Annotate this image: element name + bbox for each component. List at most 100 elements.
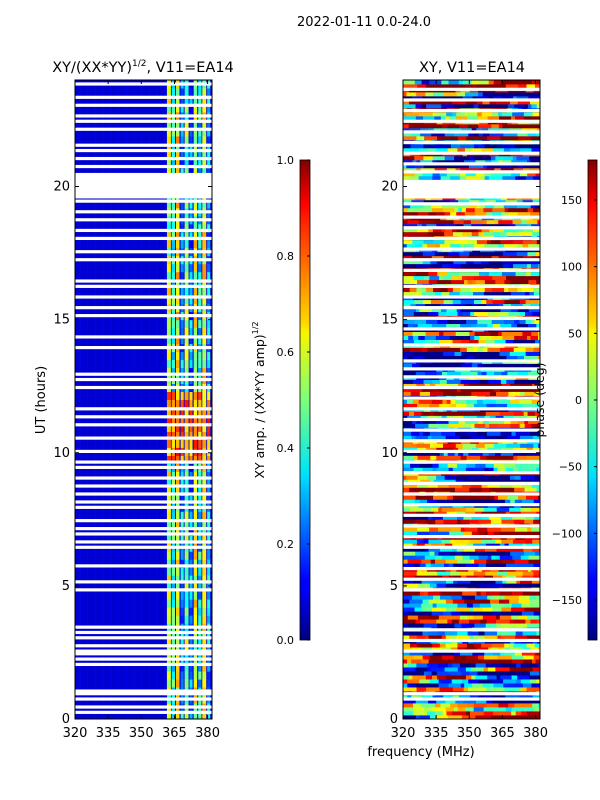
heatmap-cell xyxy=(524,103,529,109)
heatmap-cell xyxy=(534,203,541,209)
heatmap-cell xyxy=(491,715,498,720)
heatmap-cell xyxy=(452,599,458,604)
heatmap-cell xyxy=(516,683,524,688)
heatmap-cell xyxy=(531,80,538,85)
heatmap-cell xyxy=(477,647,489,652)
heatmap-cell xyxy=(202,527,207,536)
heatmap-cell xyxy=(483,711,494,716)
heatmap-cell xyxy=(175,127,180,137)
heatmap-cell xyxy=(166,535,171,544)
heatmap-cell xyxy=(202,455,207,464)
heatmap-cell xyxy=(457,559,471,564)
heatmap-cell xyxy=(403,103,416,109)
heatmap-cell xyxy=(423,143,431,149)
heatmap-cell xyxy=(184,199,189,209)
flagged-row xyxy=(75,103,212,107)
figure-suptitle: 2022-01-11 0.0-24.0 xyxy=(297,15,431,30)
heatmap-cell xyxy=(449,551,456,556)
heatmap-cell xyxy=(519,80,532,85)
heatmap-cell xyxy=(171,679,175,688)
heatmap-cell xyxy=(512,123,522,129)
heatmap-cell xyxy=(481,483,489,488)
heatmap-cell xyxy=(463,547,476,552)
heatmap-cell xyxy=(427,667,432,672)
heatmap-cell xyxy=(471,287,486,293)
heatmap-cell xyxy=(443,451,449,456)
heatmap-cell xyxy=(202,519,207,528)
heatmap-cell xyxy=(198,535,202,544)
heatmap-cell xyxy=(493,95,503,101)
heatmap-cell xyxy=(526,687,541,692)
heatmap-cell xyxy=(426,243,436,249)
heatmap-cell xyxy=(184,319,189,329)
heatmap-cell xyxy=(475,443,486,448)
heatmap-cell xyxy=(202,271,207,281)
heatmap-cell xyxy=(441,103,455,109)
heatmap-cell xyxy=(424,555,436,560)
heatmap-cell xyxy=(521,611,535,616)
heatmap-cell xyxy=(466,659,471,664)
heatmap-cell xyxy=(506,443,521,448)
heatmap-cell xyxy=(486,455,491,460)
heatmap-cell xyxy=(457,667,467,672)
heatmap-cell xyxy=(515,611,523,616)
heatmap-cell xyxy=(491,287,505,293)
heatmap-cell xyxy=(79,80,81,719)
heatmap-cell xyxy=(497,715,503,720)
heatmap-cell xyxy=(473,243,485,249)
heatmap-cell xyxy=(175,391,180,400)
heatmap-cell xyxy=(434,703,441,708)
heatmap-cell xyxy=(443,391,457,396)
heatmap-cell xyxy=(184,671,189,680)
heatmap-cell xyxy=(207,367,211,377)
heatmap-cell xyxy=(193,711,198,720)
heatmap-cell xyxy=(483,707,494,712)
heatmap-cell xyxy=(198,607,202,616)
heatmap-cell xyxy=(439,275,444,281)
heatmap-cell xyxy=(522,631,537,636)
heatmap-cell xyxy=(448,363,462,368)
heatmap-cell xyxy=(435,243,441,249)
heatmap-cell xyxy=(422,311,429,317)
heatmap-cell xyxy=(171,263,175,273)
heatmap-cell xyxy=(433,479,449,484)
heatmap-cell xyxy=(189,351,193,361)
heatmap-cell xyxy=(193,551,198,560)
heatmap-cell xyxy=(433,95,440,101)
heatmap-cell xyxy=(485,543,501,548)
heatmap-cell xyxy=(415,511,421,516)
heatmap-cell xyxy=(184,639,189,648)
heatmap-cell xyxy=(430,507,439,512)
heatmap-cell xyxy=(454,155,460,161)
heatmap-cell xyxy=(198,639,202,648)
heatmap-cell xyxy=(529,671,541,676)
heatmap-cell xyxy=(411,131,421,137)
heatmap-cell xyxy=(429,431,442,436)
heatmap-cell xyxy=(538,335,541,340)
heatmap-cell xyxy=(403,351,415,356)
heatmap-cell xyxy=(508,703,515,708)
heatmap-cell xyxy=(166,143,171,153)
flagged-row xyxy=(75,519,212,523)
heatmap-cell xyxy=(500,447,514,452)
heatmap-cell xyxy=(419,391,431,396)
heatmap-cell xyxy=(427,631,439,636)
heatmap-cell xyxy=(207,639,211,648)
left-x-tick-label: 320 xyxy=(63,726,88,741)
heatmap-cell xyxy=(463,219,472,225)
heatmap-cell xyxy=(180,199,184,209)
heatmap-cell xyxy=(403,643,411,648)
heatmap-cell xyxy=(447,463,458,468)
heatmap-cell xyxy=(440,231,445,237)
flagged-row xyxy=(403,202,540,206)
heatmap-cell xyxy=(193,151,198,161)
heatmap-cell xyxy=(494,311,509,317)
heatmap-cell xyxy=(496,647,504,652)
heatmap-cell xyxy=(499,615,512,620)
heatmap-cell xyxy=(180,391,184,400)
flagged-row xyxy=(75,114,212,118)
heatmap-cell xyxy=(403,167,407,173)
heatmap-cell xyxy=(474,583,481,588)
heatmap-cell xyxy=(429,383,436,388)
heatmap-cell xyxy=(193,663,198,672)
